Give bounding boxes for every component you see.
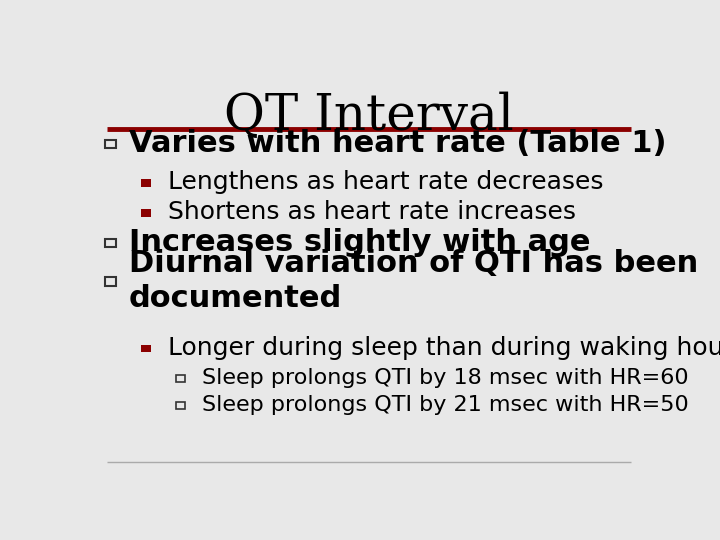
- Text: Sleep prolongs QTI by 18 msec with HR=60: Sleep prolongs QTI by 18 msec with HR=60: [202, 368, 688, 388]
- Text: Varies with heart rate (Table 1): Varies with heart rate (Table 1): [129, 129, 667, 158]
- Text: Diurnal variation of QTI has been
documented: Diurnal variation of QTI has been docume…: [129, 248, 698, 313]
- Text: QT Interval: QT Interval: [224, 92, 514, 141]
- Text: Longer during sleep than during waking hours: Longer during sleep than during waking h…: [168, 336, 720, 360]
- Text: Shortens as heart rate increases: Shortens as heart rate increases: [168, 200, 576, 225]
- Text: Lengthens as heart rate decreases: Lengthens as heart rate decreases: [168, 171, 603, 194]
- Text: Increases slightly with age: Increases slightly with age: [129, 228, 590, 257]
- FancyBboxPatch shape: [141, 209, 151, 217]
- Text: Sleep prolongs QTI by 21 msec with HR=50: Sleep prolongs QTI by 21 msec with HR=50: [202, 395, 688, 415]
- FancyBboxPatch shape: [141, 345, 151, 353]
- FancyBboxPatch shape: [141, 179, 151, 187]
